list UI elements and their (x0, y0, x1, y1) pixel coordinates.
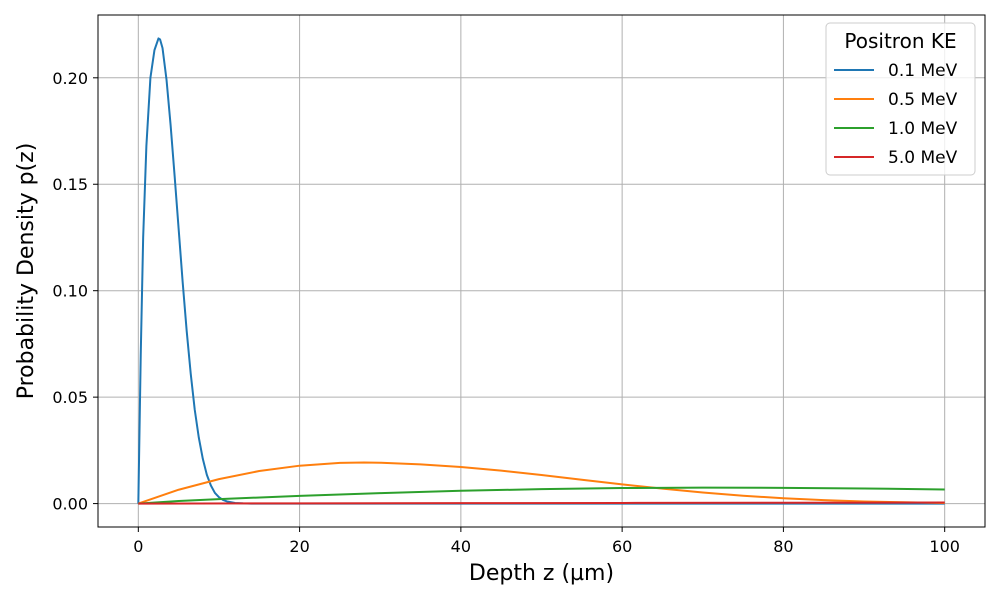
legend-label: 1.0 MeV (888, 119, 958, 139)
x-axis-ticks: 0 20 40 60 80 100 (133, 527, 960, 556)
y-tick-label: 0.05 (52, 388, 88, 407)
y-tick-label: 0.10 (52, 282, 88, 301)
plot-frame (97, 14, 986, 528)
legend-label: 0.1 MeV (888, 61, 958, 81)
x-tick-label: 100 (929, 537, 960, 556)
x-tick-label: 40 (451, 537, 471, 556)
legend-label: 0.5 MeV (888, 90, 958, 110)
plot-series (137, 37, 945, 505)
legend-box (825, 22, 976, 176)
legend-label: 5.0 MeV (888, 148, 958, 168)
legend: Positron KE 0.1 MeV 0.5 MeV 1.0 MeV 5.0 MeV (825, 22, 976, 176)
legend-title: Positron KE (844, 29, 956, 53)
x-tick-label: 80 (773, 537, 793, 556)
x-tick-label: 20 (289, 537, 309, 556)
y-tick-label: 0.00 (52, 495, 88, 514)
series-line-1-0-mev (138, 486, 945, 505)
legend-items: 0.1 MeV 0.5 MeV 1.0 MeV 5.0 MeV (834, 61, 958, 168)
series-line-5-0-mev (138, 501, 945, 505)
x-axis-label: Depth z (µm) (469, 561, 614, 586)
y-tick-label: 0.20 (52, 69, 88, 88)
series-line-0-5-mev (137, 461, 945, 505)
y-tick-label: 0.15 (52, 175, 88, 194)
x-tick-label: 60 (612, 537, 632, 556)
y-axis-ticks: 0.00 0.05 0.10 0.15 0.20 (52, 69, 98, 514)
y-axis-label: Probability Density p(z) (14, 143, 39, 400)
x-tick-label: 0 (133, 537, 143, 556)
